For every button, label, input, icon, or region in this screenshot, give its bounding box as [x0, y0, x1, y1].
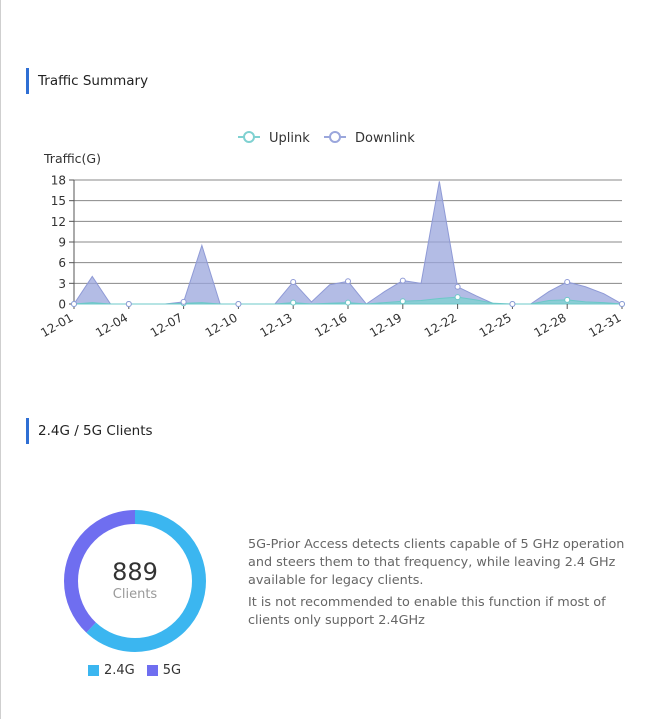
x-tick-label: 12-04: [93, 310, 130, 340]
point-uplink: [564, 296, 571, 303]
point-downlink: [125, 301, 132, 307]
traffic-summary-header: Traffic Summary: [26, 68, 148, 94]
legend-label: Uplink: [269, 131, 310, 146]
x-tick-label: 12-01: [38, 310, 75, 340]
x-tick-label: 12-07: [148, 310, 185, 340]
legend-item-downlink[interactable]: Downlink: [324, 131, 415, 146]
area-downlink: [73, 181, 624, 305]
5g-prior-description: 5G-Prior Access detects clients capable …: [248, 536, 628, 634]
x-tick-label: 12-22: [422, 310, 459, 340]
y-tick-label: 12: [51, 215, 66, 229]
x-tick-label: 12-16: [312, 310, 349, 340]
point-downlink: [454, 283, 461, 290]
section-accent-bar: [26, 418, 29, 444]
donut-slice-5g: [64, 510, 206, 652]
point-downlink: [290, 278, 297, 285]
y-tick-label: 0: [58, 298, 66, 312]
traffic-summary-title: Traffic Summary: [38, 73, 149, 89]
point-downlink: [235, 301, 242, 307]
point-downlink: [509, 301, 516, 307]
point-uplink: [454, 294, 461, 301]
donut-svg: [64, 510, 206, 652]
y-tick-label: 15: [51, 194, 66, 208]
legend-swatch-5g: [146, 665, 158, 676]
section-accent-bar: [26, 68, 29, 94]
x-tick-label: 12-10: [203, 310, 240, 340]
clients-donut-chart: 889 Clients: [62, 508, 208, 654]
x-tick-label: 12-31: [586, 310, 623, 340]
description-paragraph: 5G-Prior Access detects clients capable …: [248, 537, 625, 588]
x-tick-label: 12-25: [477, 310, 514, 340]
point-downlink: [564, 278, 571, 285]
area-uplink: [73, 296, 623, 305]
point-uplink: [399, 298, 406, 305]
x-tick-label: 12-13: [257, 310, 294, 340]
description-paragraph: It is not recommended to enable this fun…: [248, 595, 606, 628]
donut-center: 889 Clients: [62, 508, 208, 654]
point-downlink: [71, 301, 77, 307]
point-downlink: [345, 278, 351, 285]
y-tick-label: 6: [58, 256, 66, 270]
y-tick-label: 9: [58, 236, 66, 250]
legend-marker: [243, 131, 255, 143]
point-downlink: [399, 277, 406, 284]
page-left-border: [0, 0, 1, 719]
clients-header: 2.4G / 5G Clients: [26, 418, 153, 444]
legend-item-uplink[interactable]: Uplink: [238, 131, 310, 146]
point-uplink: [290, 299, 297, 306]
point-downlink: [180, 298, 187, 305]
legend-swatch-24g: [88, 665, 99, 676]
y-tick-label: 18: [51, 174, 66, 188]
y-tick-label: 3: [58, 277, 66, 291]
legend-item-24g[interactable]: 2.4G: [88, 663, 135, 678]
legend-item-5g[interactable]: 5G: [146, 663, 182, 678]
legend-label-5g: 5G: [162, 663, 182, 678]
traffic-chart: Uplink Downlink Traffic(G) 0 3 6 9 12 15 18 12-01 1…: [38, 131, 625, 340]
clients-legend: 2.4G 5G: [88, 663, 193, 678]
point-downlink: [619, 301, 625, 307]
clients-total-count: 889: [112, 558, 158, 586]
legend-marker: [329, 131, 341, 143]
x-tick-label: 12-19: [367, 310, 404, 340]
point-uplink: [345, 299, 351, 306]
clients-total-label: Clients: [112, 587, 158, 602]
x-tick-label: 12-28: [531, 310, 568, 340]
legend-label: Downlink: [355, 131, 415, 146]
legend-label-24g: 2.4G: [104, 663, 135, 678]
y-axis-label: Traffic(G): [43, 151, 101, 166]
clients-title: 2.4G / 5G Clients: [38, 423, 153, 439]
